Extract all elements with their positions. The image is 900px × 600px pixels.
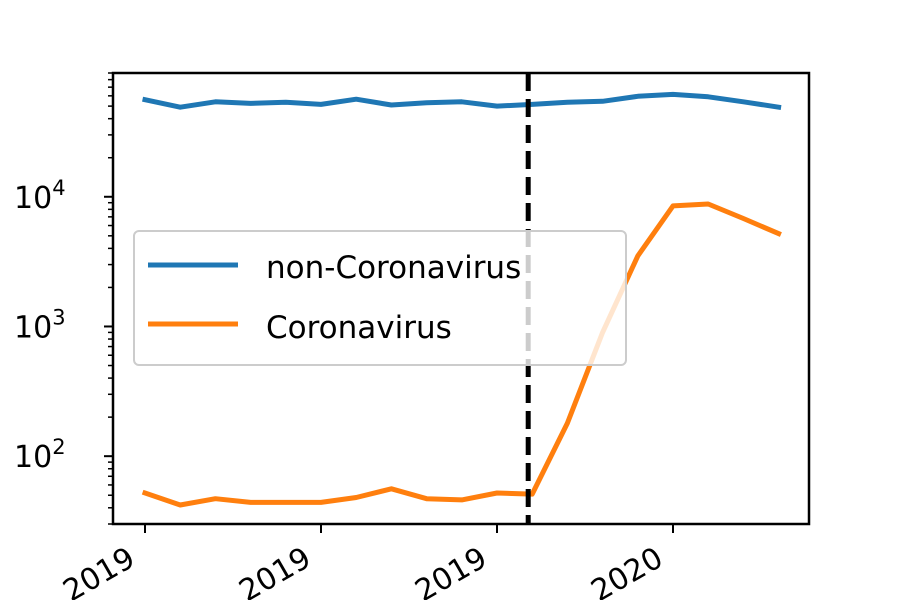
series-line-coronavirus — [141, 201, 782, 508]
y-tick-label: 103 — [14, 305, 66, 345]
x-tick-label: 2019 — [233, 541, 317, 600]
x-tick-label: 2019 — [409, 541, 493, 600]
legend-label-coronavirus: Coronavirus — [266, 310, 452, 346]
x-tick-label: 2020 — [585, 541, 669, 600]
y-tick-label: 104 — [14, 176, 66, 216]
legend-label-non-coronavirus: non-Coronavirus — [266, 250, 521, 286]
x-axis-ticks — [144, 524, 674, 533]
series-layer — [141, 91, 782, 508]
x-tick-label: 2019 — [57, 541, 141, 600]
legend: non-Coronavirus Coronavirus — [133, 230, 627, 366]
y-major-ticks — [104, 195, 113, 458]
x-axis-tick-labels: 2019 2019 2019 2020 — [57, 541, 669, 600]
y-tick-label: 102 — [14, 435, 66, 475]
series-line-non-coronavirus — [142, 91, 782, 111]
y-axis-tick-labels: 102 103 104 — [14, 176, 66, 475]
legend-box — [133, 230, 627, 366]
plot-frame — [111, 71, 811, 526]
